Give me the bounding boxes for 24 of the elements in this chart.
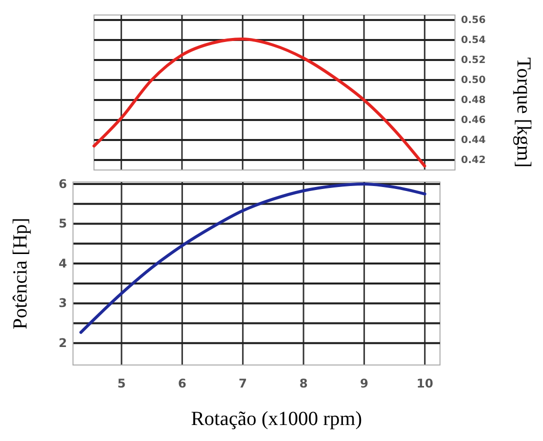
x-tick-label: 8 — [299, 376, 308, 391]
line-series — [79, 182, 426, 334]
y-tick-label: 0.56 — [461, 15, 486, 26]
y-axis-title: Potência [Hp] — [10, 218, 32, 330]
y-tick-label: 3 — [58, 296, 67, 310]
y-tick-label: 4 — [58, 256, 67, 270]
y-tick-label: 0.46 — [461, 115, 486, 126]
x-tick-label: 9 — [360, 376, 368, 391]
x-tick-label: 10 — [416, 376, 434, 391]
y-tick-label: 5 — [58, 216, 67, 231]
line-series — [92, 38, 426, 168]
y-tick-label: 0.42 — [461, 155, 486, 166]
x-tick-label: 5 — [117, 376, 126, 391]
y-tick-label: 0.54 — [461, 35, 486, 46]
y-axis-title: Torque [kgm] — [512, 57, 534, 168]
y-tick-label: 0.52 — [461, 55, 486, 66]
y-tick-label: 0.50 — [461, 75, 486, 86]
x-tick-label: 7 — [238, 376, 248, 391]
x-tick-label: 6 — [178, 376, 186, 391]
y-tick-label: 0.48 — [461, 95, 486, 106]
y-tick-label: 2 — [58, 336, 67, 350]
y-tick-label: 0.44 — [461, 135, 486, 146]
y-tick-label: 6 — [58, 176, 67, 191]
x-axis-title: Rotação (x1000 rpm) — [190, 408, 362, 430]
